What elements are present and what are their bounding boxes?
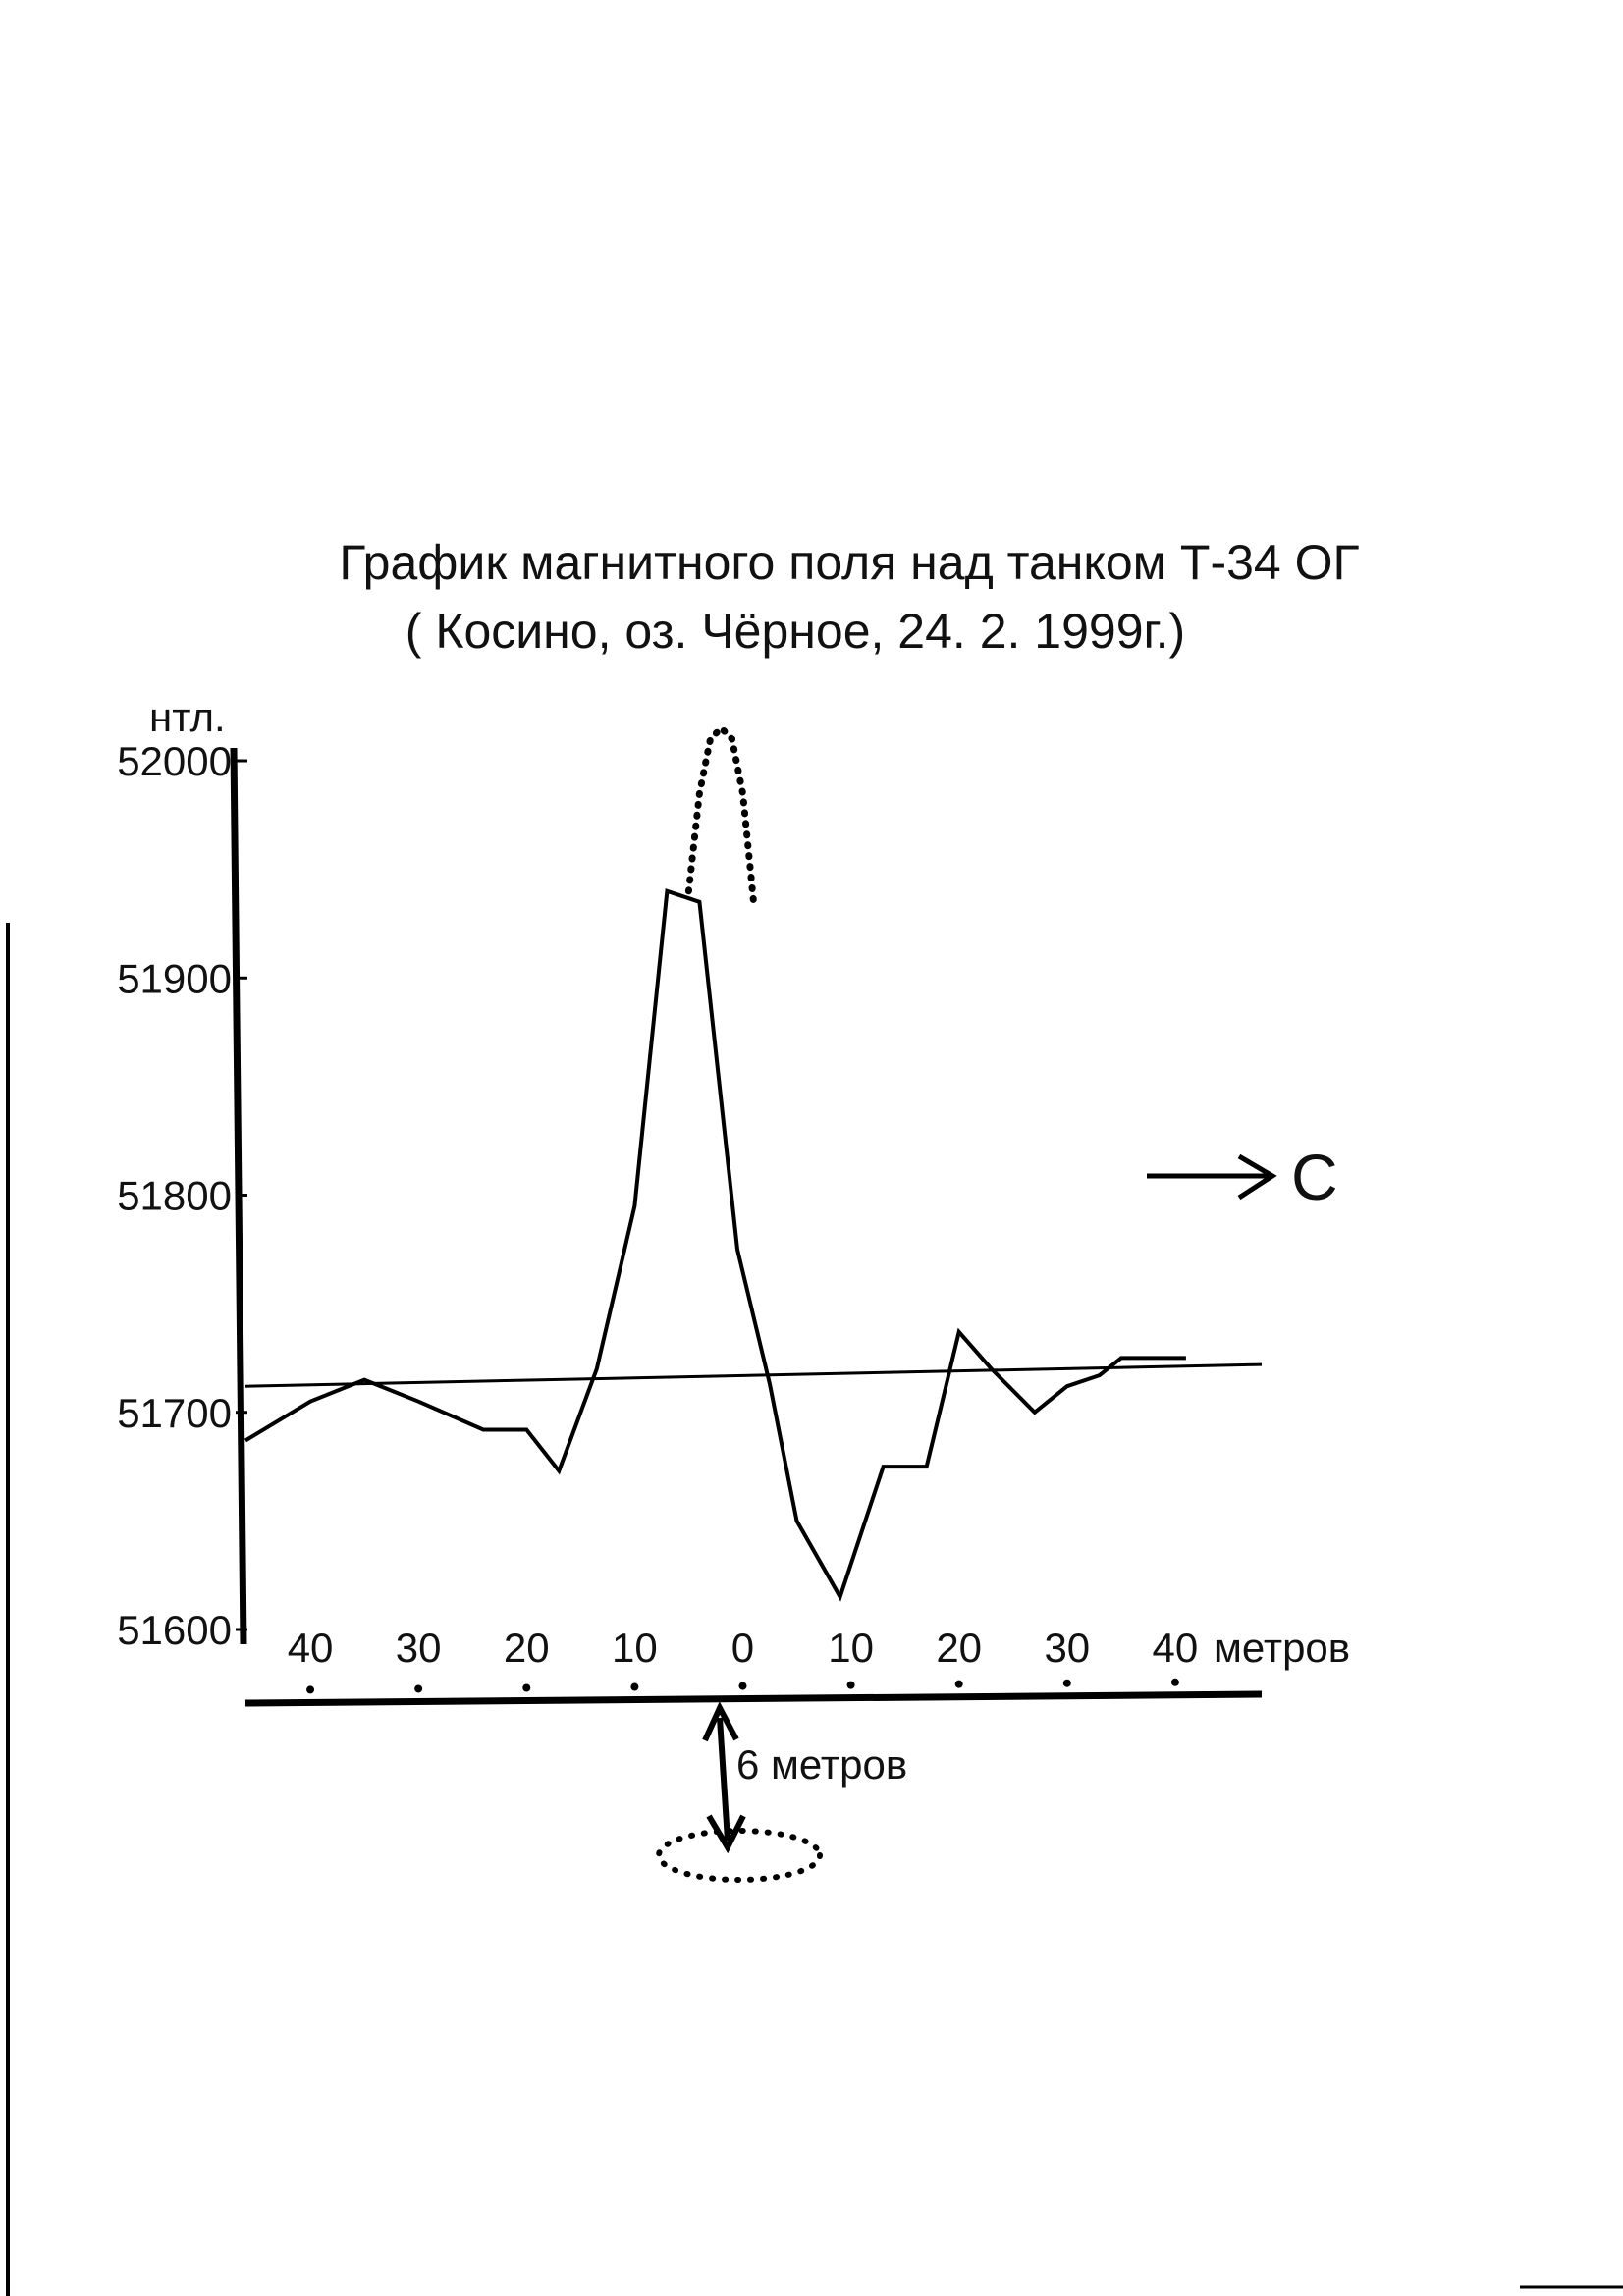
x-tick-label: 10 [828, 1625, 874, 1671]
axis-dots [306, 1678, 1179, 1694]
x-tick-label: 40 [288, 1625, 334, 1671]
x-axis-dot [954, 1680, 963, 1688]
x-tick-label: 20 [936, 1625, 982, 1671]
x-ticks: 40 30 20 10 0 10 20 30 40 [288, 1625, 1199, 1671]
depth-arrow [702, 1701, 746, 1854]
y-ticks: 51600 51700 51800 51900 52000 [117, 738, 247, 1653]
x-tick-label: 30 [1044, 1625, 1090, 1671]
x-axis-dot [846, 1681, 855, 1689]
x-axis-dot [522, 1683, 531, 1692]
y-tick-label: 52000 [117, 738, 232, 784]
x-axis-dot [1062, 1679, 1071, 1687]
y-tick-label: 51600 [117, 1607, 232, 1653]
x-axis-label: метров [1214, 1625, 1350, 1671]
x-tick-label: 30 [396, 1625, 442, 1671]
x-axis-dot [630, 1682, 639, 1691]
x-axis-dot [1170, 1678, 1179, 1686]
y-tick-label: 51800 [117, 1173, 232, 1219]
chart-subtitle: ( Косино, оз. Чёрное, 24. 2. 1999г.) [406, 604, 1185, 659]
depth-label: 6 метров [736, 1741, 907, 1788]
x-tick-label: 40 [1153, 1625, 1199, 1671]
x-tick-label: 0 [731, 1625, 754, 1671]
tank-outline-dotted [656, 1828, 823, 1883]
y-tick-label: 51700 [117, 1390, 232, 1436]
x-tick-label: 20 [504, 1625, 550, 1671]
x-axis-line [244, 1690, 1263, 1707]
x-tick-label: 10 [612, 1625, 658, 1671]
peak-estimate-dotted [684, 722, 757, 906]
chart-title: График магнитного поля над танком Т-34 О… [339, 535, 1359, 590]
series-line [243, 888, 1186, 1602]
direction-label: С [1291, 1141, 1338, 1213]
y-tick-label: 51900 [117, 955, 232, 1001]
y-axis-label: нтл. [149, 694, 226, 740]
x-axis-dot [414, 1684, 423, 1693]
x-axis-dot [738, 1682, 747, 1690]
trend-line [244, 1362, 1263, 1388]
direction-arrow [1147, 1153, 1277, 1201]
x-axis-dot [306, 1685, 315, 1694]
